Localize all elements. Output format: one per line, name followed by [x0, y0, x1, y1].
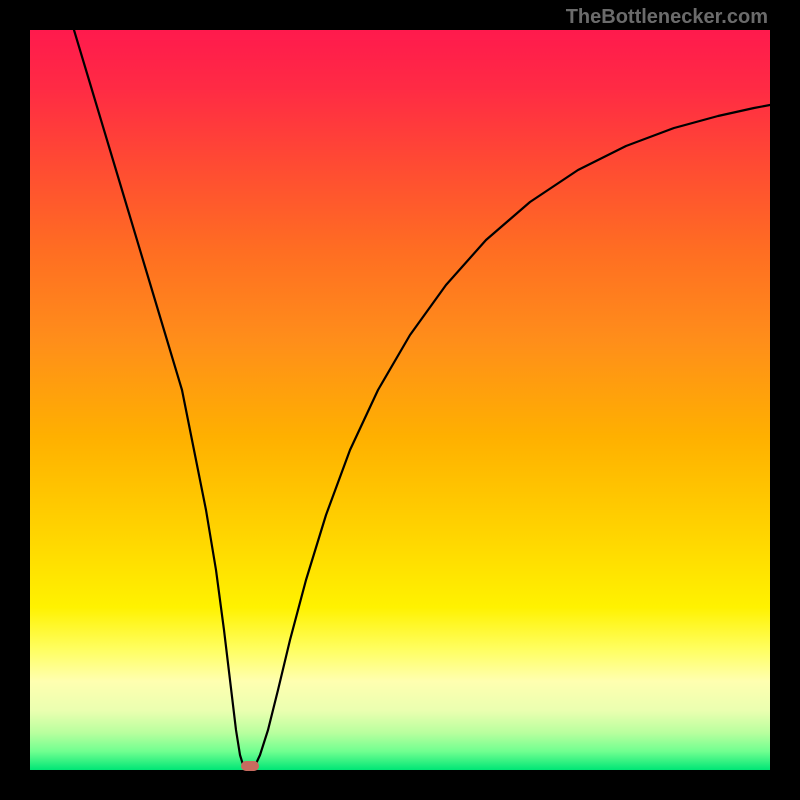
plot-area: [30, 30, 770, 770]
bottleneck-curve: [30, 30, 770, 770]
watermark-text: TheBottlenecker.com: [566, 6, 768, 29]
optimal-marker: [241, 761, 259, 771]
